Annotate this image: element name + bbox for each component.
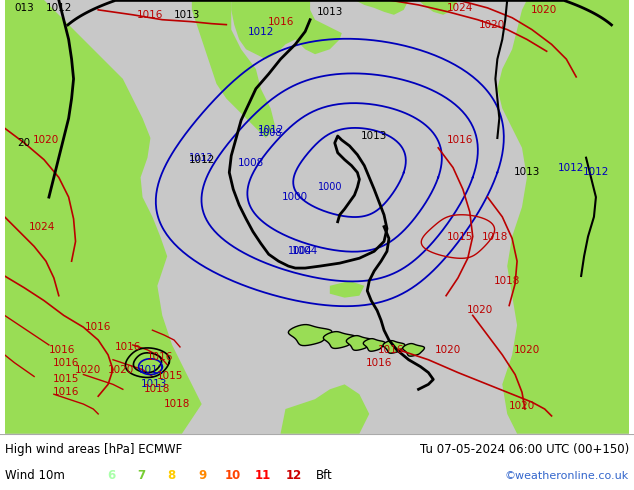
Polygon shape — [403, 343, 424, 356]
Polygon shape — [280, 384, 369, 434]
Text: 20: 20 — [18, 138, 31, 148]
Polygon shape — [310, 0, 374, 49]
Text: 11: 11 — [255, 469, 271, 483]
Circle shape — [56, 401, 72, 417]
Polygon shape — [389, 128, 413, 143]
Text: 1020: 1020 — [514, 345, 540, 355]
Polygon shape — [433, 197, 450, 211]
Text: 1016: 1016 — [268, 17, 294, 26]
Text: 1018: 1018 — [144, 384, 171, 394]
Text: 12: 12 — [285, 469, 302, 483]
Text: 1024: 1024 — [29, 221, 55, 232]
Polygon shape — [4, 0, 630, 434]
Polygon shape — [288, 324, 332, 345]
Text: 1008: 1008 — [238, 158, 264, 168]
Text: 1013: 1013 — [316, 7, 343, 17]
Text: 1016: 1016 — [85, 322, 112, 332]
Text: 1012: 1012 — [248, 26, 274, 37]
Polygon shape — [346, 336, 372, 350]
Text: 1012: 1012 — [257, 125, 284, 135]
Text: 1012: 1012 — [188, 155, 215, 165]
Text: 8: 8 — [167, 469, 176, 483]
Polygon shape — [497, 0, 630, 434]
Text: 1000: 1000 — [282, 192, 308, 202]
Polygon shape — [192, 0, 276, 138]
Text: 7: 7 — [138, 469, 145, 483]
Text: 1015: 1015 — [53, 374, 79, 385]
Text: ©weatheronline.co.uk: ©weatheronline.co.uk — [505, 471, 629, 481]
Text: 1012: 1012 — [583, 168, 609, 177]
Polygon shape — [231, 0, 345, 59]
Polygon shape — [363, 339, 385, 351]
Text: 10: 10 — [224, 469, 241, 483]
Text: 1012: 1012 — [558, 163, 585, 172]
Text: 1016: 1016 — [147, 352, 174, 362]
Text: 1020: 1020 — [33, 135, 59, 145]
Circle shape — [131, 363, 155, 386]
Text: 1013: 1013 — [174, 10, 200, 20]
Polygon shape — [323, 332, 356, 348]
Text: 1020: 1020 — [509, 401, 535, 411]
Text: 1012: 1012 — [46, 3, 72, 13]
Polygon shape — [443, 138, 497, 187]
Text: Wind 10m: Wind 10m — [5, 469, 65, 483]
Text: 1015: 1015 — [447, 232, 473, 242]
Text: 1000: 1000 — [318, 182, 342, 192]
Text: 1018: 1018 — [494, 276, 521, 286]
Text: 1020: 1020 — [108, 365, 134, 374]
Text: 9: 9 — [198, 469, 207, 483]
Circle shape — [93, 384, 113, 404]
Polygon shape — [383, 341, 404, 353]
Text: 1012: 1012 — [139, 365, 165, 374]
Polygon shape — [418, 0, 458, 15]
Text: 1016: 1016 — [366, 358, 392, 368]
Text: 6: 6 — [107, 469, 115, 483]
Text: 1016: 1016 — [137, 10, 164, 20]
Text: 1008: 1008 — [259, 128, 283, 138]
Text: 1020: 1020 — [479, 20, 505, 29]
Text: 013: 013 — [15, 3, 34, 13]
Polygon shape — [354, 0, 409, 15]
Polygon shape — [532, 0, 630, 69]
Text: 1018: 1018 — [164, 399, 190, 409]
Polygon shape — [409, 160, 427, 172]
Text: 1018: 1018 — [482, 232, 508, 242]
Text: 1016: 1016 — [378, 345, 404, 355]
Polygon shape — [330, 281, 365, 297]
Text: 1012: 1012 — [190, 153, 214, 163]
Text: 1013: 1013 — [141, 379, 167, 390]
Text: 1013: 1013 — [514, 168, 540, 177]
Circle shape — [155, 352, 170, 368]
Text: 1016: 1016 — [115, 342, 141, 352]
Text: High wind areas [hPa] ECMWF: High wind areas [hPa] ECMWF — [5, 443, 183, 456]
Text: 1020: 1020 — [435, 345, 461, 355]
Text: 1013: 1013 — [361, 131, 387, 141]
Text: Tu 07-05-2024 06:00 UTC (00+150): Tu 07-05-2024 06:00 UTC (00+150) — [420, 443, 629, 456]
Text: 1016: 1016 — [53, 387, 79, 397]
Text: 1004: 1004 — [288, 246, 313, 256]
Text: 1016: 1016 — [447, 135, 473, 145]
Text: 1020: 1020 — [75, 365, 101, 374]
Polygon shape — [4, 0, 202, 434]
Text: 1020: 1020 — [467, 305, 493, 316]
Text: 1020: 1020 — [531, 5, 557, 15]
Text: 1024: 1024 — [447, 3, 473, 13]
Text: Bft: Bft — [316, 469, 332, 483]
Text: 1004: 1004 — [292, 246, 318, 256]
Text: 1016: 1016 — [49, 345, 75, 355]
Text: 1016: 1016 — [53, 358, 79, 368]
Text: 1015: 1015 — [157, 371, 183, 382]
